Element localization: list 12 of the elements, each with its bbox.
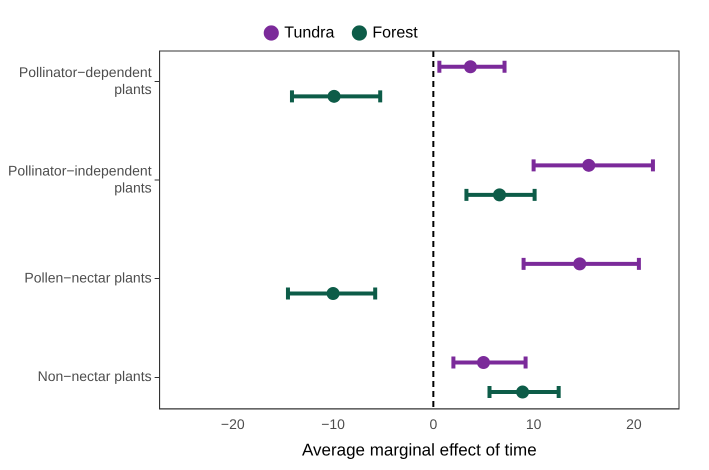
legend-label: Tundra (284, 24, 334, 42)
x-axis-title: Average marginal effect of time (302, 440, 537, 460)
x-tick-label: −20 (220, 416, 245, 432)
x-tick-label: 0 (429, 416, 438, 432)
y-tick-label: Pollinator−dependent plants (18, 64, 152, 97)
y-tick-label: Pollinator−independent plants (8, 162, 152, 196)
y-tick-label: Pollen−nectar plants (24, 270, 152, 286)
x-tick-label: 20 (626, 416, 642, 432)
y-tick-label: Non−nectar plants (38, 368, 152, 384)
x-tick-label: 10 (526, 416, 542, 432)
legend-label: Forest (372, 24, 418, 42)
x-tick-label: −10 (321, 416, 346, 432)
